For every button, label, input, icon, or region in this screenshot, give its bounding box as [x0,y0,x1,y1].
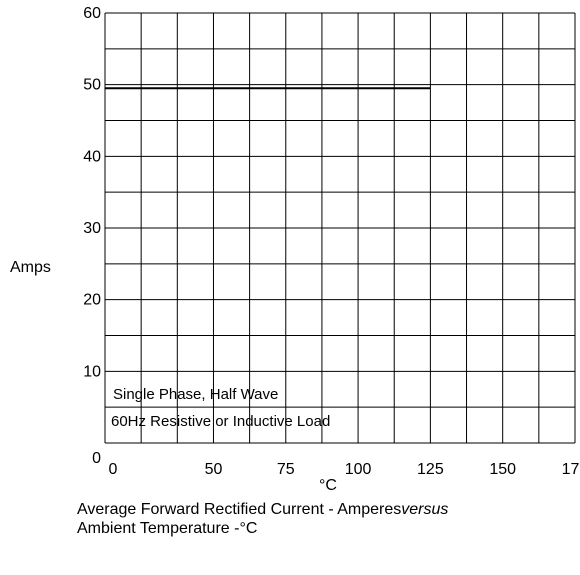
x-tick-label: 175 [562,461,580,478]
y-axis-label: Amps [10,259,51,276]
x-tick-label: 75 [277,461,295,478]
x-tick-label: 0 [109,461,118,478]
annotation-line-1: Single Phase, Half Wave [113,386,278,403]
x-tick-label: 100 [345,461,372,478]
x-tick-label: 50 [205,461,223,478]
tick-labels: 0 10 20 30 40 50 60 0 50 75 100 125 150 175 [83,5,580,478]
y-tick-label: 20 [83,292,101,309]
x-tick-label: 150 [489,461,516,478]
x-tick-label: 125 [417,461,444,478]
y-tick-label: 60 [83,5,101,22]
chart: 0 10 20 30 40 50 60 0 50 75 100 125 150 175 Amps °C S… [10,5,580,494]
annotation-line-2: 60Hz Resistive or Inductive Load [111,413,330,430]
y-tick-label: 50 [83,77,101,94]
y-tick-label: 10 [83,363,101,380]
caption-line-1: Average Forward Rectified Current - Ampe… [77,501,448,518]
caption-versus: versus [401,501,449,518]
caption-line-2: Ambient Temperature -°C [77,520,258,537]
x-axis-label: °C [319,477,337,494]
y-tick-label: 0 [92,450,101,467]
y-tick-label: 40 [83,148,101,165]
caption-line-1-main: Average Forward Rectified Current - Ampe… [77,501,402,518]
grid [104,12,576,444]
y-tick-label: 30 [83,220,101,237]
caption: Average Forward Rectified Current - Ampe… [77,500,448,538]
